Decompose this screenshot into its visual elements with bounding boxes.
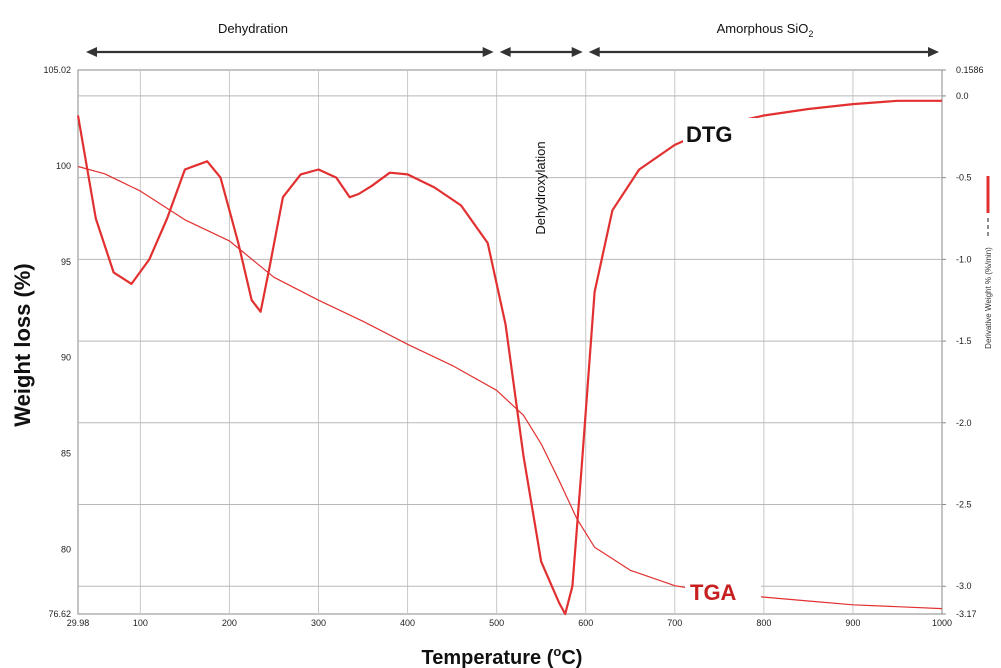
y2-tick-label: -2.0 xyxy=(956,418,972,428)
x-axis-title-sup: o xyxy=(553,644,561,659)
x-tick-label: 600 xyxy=(578,618,593,628)
y-tick-label: 105.02 xyxy=(43,65,71,75)
series-labels: DTG TGA xyxy=(683,118,763,606)
y-tick-label: 85 xyxy=(61,448,71,458)
series-line-tga xyxy=(77,165,943,610)
series-line-dtg xyxy=(76,99,942,616)
x-tick-label: 300 xyxy=(311,618,326,628)
x-tick-label: 29.98 xyxy=(67,618,90,628)
y-tick-label: 95 xyxy=(61,257,71,267)
x-axis-title-end: C) xyxy=(561,647,582,668)
dtg-label: DTG xyxy=(686,122,732,147)
region-arrow-head xyxy=(86,47,97,57)
y2-tick-label: -3.0 xyxy=(956,581,972,591)
y2-tick-label: 0.1586 xyxy=(956,65,984,75)
x-tick-label: 1000 xyxy=(932,618,952,628)
x-axis-title-main: Temperature ( xyxy=(422,647,554,668)
region-arrow-head xyxy=(499,47,511,57)
y2-tick-label: -3.17 xyxy=(956,609,977,619)
x-tick-label: 100 xyxy=(133,618,148,628)
y-tick-label: 76.62 xyxy=(48,609,71,619)
x-tick-label: 400 xyxy=(400,618,415,628)
region-arrow-head xyxy=(928,47,939,57)
region-annotations: Dehydration Dehydroxylation Amorphous SiO2 xyxy=(86,21,939,235)
y2-axis-title-group: Derivative Weight % (%/min) xyxy=(984,176,993,349)
tga-label-bg xyxy=(685,578,761,606)
y2-tick-label: -1.0 xyxy=(956,254,972,264)
x-tick-label: 700 xyxy=(667,618,682,628)
y2-axis-ticks: 0.1586 0.0 -0.5 -1.0 -1.5 -2.0 -2.5 -3.0 -3.17 xyxy=(942,65,984,619)
region-arrow-head xyxy=(571,47,583,57)
y-axis-ticks: 76.62 80 85 90 95 100 105.02 xyxy=(43,65,71,619)
plot-area xyxy=(77,69,943,615)
series-layer xyxy=(76,99,943,616)
grid xyxy=(78,70,942,614)
dtg-label-bg xyxy=(683,118,763,148)
region-label: Dehydration xyxy=(218,21,288,36)
region-label: Amorphous SiO2 xyxy=(717,21,814,39)
tga-label: TGA xyxy=(690,580,737,605)
y2-tick-label: 0.0 xyxy=(956,91,969,101)
y-axis-title: Weight loss (%) xyxy=(10,263,35,426)
region-arrow-head xyxy=(588,47,600,57)
x-tick-label: 800 xyxy=(756,618,771,628)
y2-tick-label: -1.5 xyxy=(956,336,972,346)
region-arrow-head xyxy=(482,47,494,57)
y2-axis-title: Derivative Weight % (%/min) xyxy=(984,247,993,349)
y-tick-label: 100 xyxy=(56,161,71,171)
y-tick-label: 90 xyxy=(61,353,71,363)
region-label: Dehydroxylation xyxy=(533,141,548,234)
x-tick-label: 500 xyxy=(489,618,504,628)
x-tick-label: 900 xyxy=(845,618,860,628)
y2-tick-label: -0.5 xyxy=(956,173,972,183)
y2-tick-label: -2.5 xyxy=(956,500,972,510)
x-tick-label: 200 xyxy=(222,618,237,628)
y-tick-label: 80 xyxy=(61,544,71,554)
region-label-sub: 2 xyxy=(808,29,813,39)
x-axis-title: Temperature (oC) xyxy=(422,644,583,668)
x-axis-ticks: 29.98 100 200 300 400 500 600 700 800 900 1000 xyxy=(67,618,952,628)
